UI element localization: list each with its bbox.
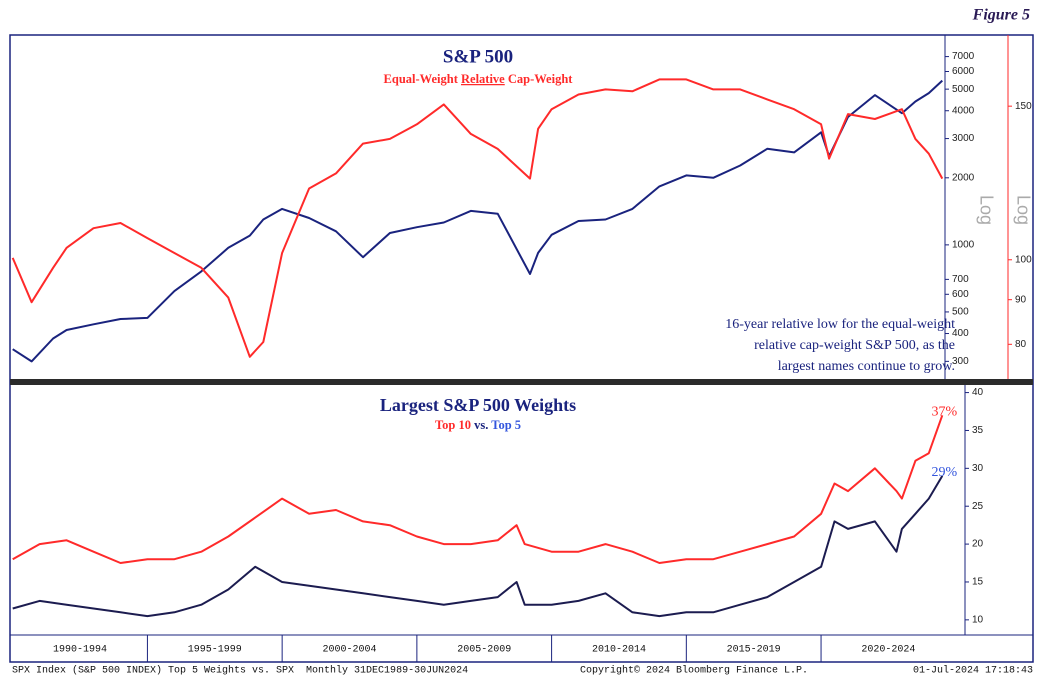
y-tick-label: 35 [972, 425, 984, 436]
value-label: 37% [931, 405, 957, 420]
footer-source: SPX Index (S&P 500 INDEX) Top 5 Weights … [12, 665, 468, 677]
series-line [12, 414, 944, 564]
y-tick-label: 400 [952, 328, 969, 339]
footer-copyright: Copyright© 2024 Bloomberg Finance L.P. [580, 665, 808, 677]
series-line [12, 79, 943, 363]
legend-separator: vs. [474, 418, 488, 432]
series-line [11, 78, 944, 358]
y-tick-label: 7000 [952, 51, 975, 62]
annotation: largest names continue to grow. [778, 359, 955, 374]
subtitle-part: Equal-Weight [384, 72, 459, 86]
x-tick-label: 2000-2004 [323, 645, 377, 656]
legend-entry: Top 5 [491, 418, 521, 432]
y-tick-label: 20 [972, 539, 984, 550]
y2-tick-label: 100 [1015, 254, 1032, 265]
legend: Top 10 vs. Top 5 [435, 418, 521, 432]
y2-axis-label: Log [1013, 195, 1033, 225]
y-tick-label: 10 [972, 614, 984, 625]
chart-title: Largest S&P 500 Weights [380, 395, 576, 415]
x-tick-label: 2015-2019 [727, 645, 781, 656]
x-tick-label: 2005-2009 [457, 645, 511, 656]
annotation: relative cap-weight S&P 500, as the [754, 338, 955, 353]
y-tick-label: 2000 [952, 172, 975, 183]
annotation: 16-year relative low for the equal-weigh… [725, 317, 955, 332]
value-label: 29% [931, 465, 957, 480]
y-tick-label: 15 [972, 577, 984, 588]
y-tick-label: 300 [952, 356, 969, 367]
chart-title: S&P 500 [443, 46, 513, 67]
x-tick-label: 2010-2014 [592, 645, 646, 656]
y2-tick-label: 150 [1015, 101, 1032, 112]
chart-subtitle: Equal-Weight Relative Cap-Weight [384, 72, 574, 86]
y-tick-label: 500 [952, 307, 969, 318]
subtitle-part: Relative [461, 72, 505, 86]
y2-tick-label: 80 [1015, 339, 1027, 350]
footer-timestamp: 01-Jul-2024 17:18:43 [913, 665, 1033, 677]
y2-tick-label: 90 [1015, 294, 1027, 305]
y-tick-label: 700 [952, 274, 969, 285]
x-tick-label: 1990-1994 [53, 645, 107, 656]
x-tick-label: 1995-1999 [188, 645, 242, 656]
y-tick-label: 40 [972, 387, 984, 398]
series-line [12, 475, 944, 618]
panel-separator [10, 379, 1033, 385]
y-tick-label: 30 [972, 463, 984, 474]
y-axis-label: Log [976, 195, 996, 225]
y-tick-label: 5000 [952, 84, 975, 95]
y-tick-label: 25 [972, 501, 984, 512]
x-tick-label: 2020-2024 [861, 645, 915, 656]
y-tick-label: 1000 [952, 240, 975, 251]
legend-entry: Top 10 [435, 418, 471, 432]
y-tick-label: 4000 [952, 105, 975, 116]
subtitle-part: Cap-Weight [508, 72, 573, 86]
y-tick-label: 3000 [952, 133, 975, 144]
y-tick-label: 6000 [952, 66, 975, 77]
y-tick-label: 600 [952, 289, 969, 300]
figure-label: Figure 5 [972, 7, 1030, 24]
